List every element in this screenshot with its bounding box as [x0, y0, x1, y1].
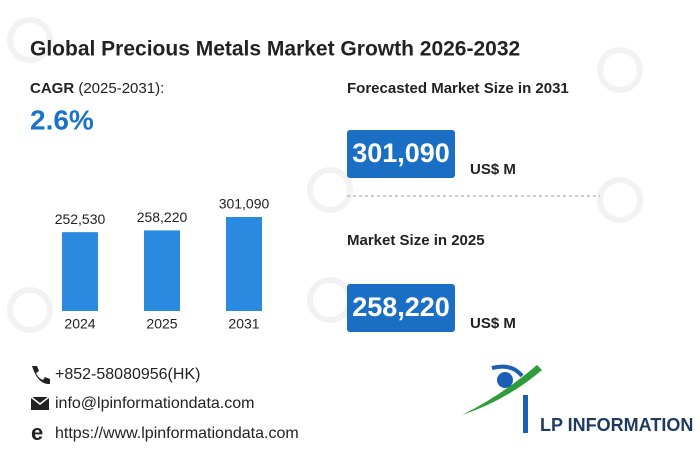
value-label: 252,530 [55, 211, 106, 227]
title: Global Precious Metals Market Growth 202… [30, 38, 520, 61]
current-label: Market Size in 2025 [347, 232, 485, 249]
forecast-value: 301,090 [352, 138, 450, 168]
website: https://www.lpinformationdata.com [55, 425, 299, 442]
web-icon: e [31, 420, 43, 445]
email: info@lpinformationdata.com [55, 395, 254, 412]
x-tick-label: 2024 [64, 316, 95, 332]
forecast-label: Forecasted Market Size in 2031 [347, 80, 569, 97]
logo-head [497, 372, 513, 388]
current-unit: US$ M [470, 315, 516, 332]
logo-arc [491, 364, 524, 378]
forecast-box [347, 130, 455, 178]
x-tick-label: 2031 [228, 316, 259, 332]
cagr-label: CAGR (2025-2031): [30, 80, 164, 97]
logo-text: LP INFORMATION [540, 415, 693, 435]
value-label: 258,220 [137, 209, 188, 225]
x-tick-label: 2025 [146, 316, 177, 332]
current-value: 258,220 [352, 292, 450, 322]
phone-icon [32, 366, 50, 385]
watermark [7, 17, 643, 333]
phone: +852-58080956(HK) [55, 366, 200, 383]
logo-swoosh [462, 365, 542, 415]
logo-bar [523, 395, 528, 433]
cagr-value: 2.6% [30, 104, 94, 135]
email-icon-flap [30, 396, 50, 405]
forecast-unit: US$ M [470, 161, 516, 178]
bar [226, 217, 262, 311]
bar [144, 230, 180, 311]
value-label: 301,090 [219, 196, 270, 212]
bar [62, 232, 98, 311]
current-box [347, 284, 455, 332]
